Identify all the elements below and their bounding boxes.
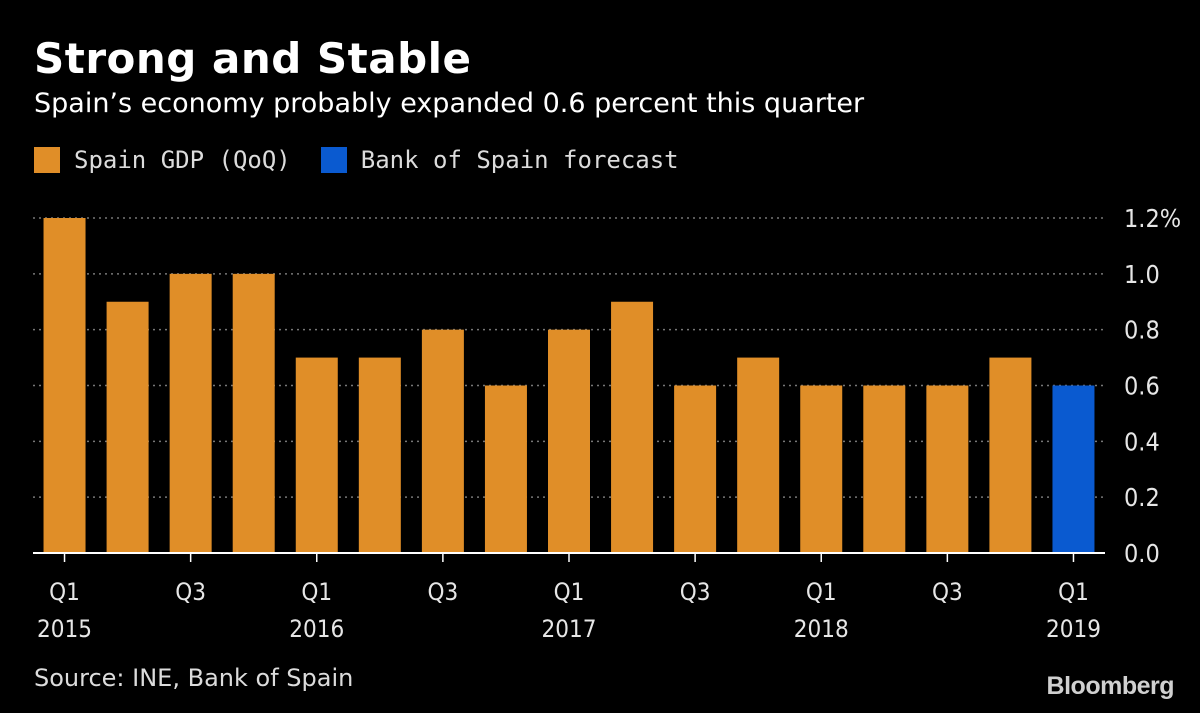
bar-actual — [295, 357, 338, 553]
chart-subtitle: Spain’s economy probably expanded 0.6 pe… — [34, 88, 865, 119]
x-tick-label-year: 2018 — [794, 615, 849, 643]
legend-item-forecast: Bank of Spain forecast — [320, 146, 679, 174]
legend-label-forecast: Bank of Spain forecast — [360, 146, 679, 174]
bar-forecast — [1052, 385, 1095, 553]
bar-actual — [989, 357, 1032, 553]
x-tick-label-quarter: Q1 — [806, 578, 837, 606]
x-tick-label-year: 2019 — [1046, 615, 1101, 643]
x-tick-label-quarter: Q3 — [175, 578, 206, 606]
bar-actual — [800, 385, 843, 553]
y-tick-label: 0.6 — [1124, 372, 1160, 401]
bar-actual — [484, 385, 527, 553]
bar-actual — [421, 329, 464, 553]
y-tick-label: 0.8 — [1124, 316, 1160, 345]
bloomberg-logo: Bloomberg — [1046, 672, 1175, 700]
x-tick-label-quarter: Q1 — [1058, 578, 1089, 606]
bar-actual — [43, 218, 86, 553]
x-tick-label-quarter: Q3 — [680, 578, 711, 606]
bar-actual — [106, 301, 149, 553]
x-tick-label-year: 2017 — [542, 615, 597, 643]
source-note: Source: INE, Bank of Spain — [34, 664, 354, 692]
x-tick-label-quarter: Q1 — [554, 578, 585, 606]
bar-actual — [863, 385, 906, 553]
legend-item-actual: Spain GDP (QoQ) — [34, 146, 291, 174]
legend-swatch-actual — [34, 147, 60, 173]
bar-actual — [674, 385, 717, 553]
bar-actual — [169, 273, 212, 553]
chart-title: Strong and Stable — [34, 34, 472, 83]
y-tick-label: 0.4 — [1124, 427, 1160, 456]
y-tick-label: 1.0 — [1124, 260, 1160, 289]
y-tick-label: 0.2 — [1124, 483, 1160, 512]
x-tick-label-quarter: Q3 — [428, 578, 459, 606]
bar-actual — [737, 357, 780, 553]
x-tick-label-year: 2015 — [37, 615, 92, 643]
x-tick-label-quarter: Q3 — [932, 578, 963, 606]
legend-label-actual: Spain GDP (QoQ) — [74, 146, 291, 174]
legend: Spain GDP (QoQ) Bank of Spain forecast — [34, 146, 709, 174]
bar-actual — [232, 273, 275, 553]
y-tick-label: 0.0 — [1124, 539, 1160, 568]
bar-actual — [926, 385, 969, 553]
x-tick-label-quarter: Q1 — [301, 578, 332, 606]
legend-swatch-forecast — [320, 147, 347, 173]
y-tick-label: 1.2% — [1124, 204, 1181, 233]
bar-actual — [358, 357, 401, 553]
bar-actual — [548, 329, 590, 553]
x-tick-label-year: 2016 — [289, 615, 344, 643]
bar-actual — [611, 301, 654, 553]
x-tick-label-quarter: Q1 — [49, 578, 80, 606]
